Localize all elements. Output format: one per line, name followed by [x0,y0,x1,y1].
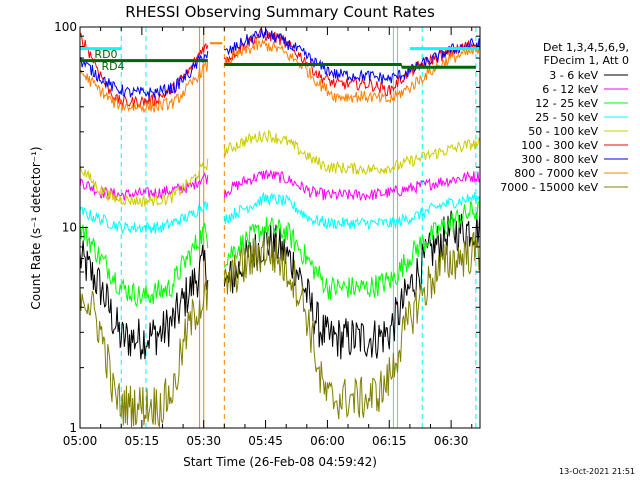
x-tick-label: 05:45 [248,434,283,448]
x-tick-label: 06:30 [434,434,469,448]
series-line [79,27,481,99]
series-line [79,191,481,234]
y-axis-label: Count Rate (s⁻¹ detector⁻¹) [29,146,43,309]
legend-entry-label: 3 - 6 keV [549,69,598,82]
y-tick-label: 100 [54,20,77,34]
annotation-rd4: RD4 [101,60,124,73]
legend-entry-label: 800 - 7000 keV [514,167,598,180]
series-line [79,38,481,113]
legend-entry-label: 25 - 50 keV [535,111,598,124]
legend-entry-label: 300 - 800 keV [521,153,598,166]
series-line [79,231,481,429]
generated-timestamp: 13-Oct-2021 21:51 [559,467,635,476]
y-tick-label: 1 [69,421,77,435]
x-axis: 05:00 05:15 05:30 05:45 06:00 06:15 06:30 [63,27,473,448]
series-line [79,209,481,360]
legend-entry-label: 12 - 25 keV [535,97,598,110]
x-tick-label: 05:30 [186,434,221,448]
legend-header-1: Det 1,3,4,5,6,9, [543,41,629,54]
series-line [79,169,481,201]
y-tick-label: 10 [62,221,77,235]
legend-header-2: FDecim 1, Att 0 [544,54,629,67]
series-line [79,200,481,308]
legend-entry-label: 7000 - 15000 keV [500,181,598,194]
x-tick-label: 06:00 [310,434,345,448]
annotation-rd0: RD0 [94,48,117,61]
x-axis-label: Start Time (26-Feb-08 04:59:42) [183,455,377,469]
y-axis: 1 10 100 [54,20,480,435]
x-tick-label: 05:15 [125,434,160,448]
chart-title: RHESSI Observing Summary Count Rates [125,3,435,21]
legend: Det 1,3,4,5,6,9, FDecim 1, Att 0 3 - 6 k… [500,41,629,194]
legend-entry-label: 6 - 12 keV [542,83,598,96]
x-tick-label: 06:15 [372,434,407,448]
legend-entry-label: 100 - 300 keV [521,139,598,152]
x-tick-label: 05:00 [63,434,98,448]
series-line [79,129,481,207]
legend-entry-label: 50 - 100 keV [528,125,598,138]
